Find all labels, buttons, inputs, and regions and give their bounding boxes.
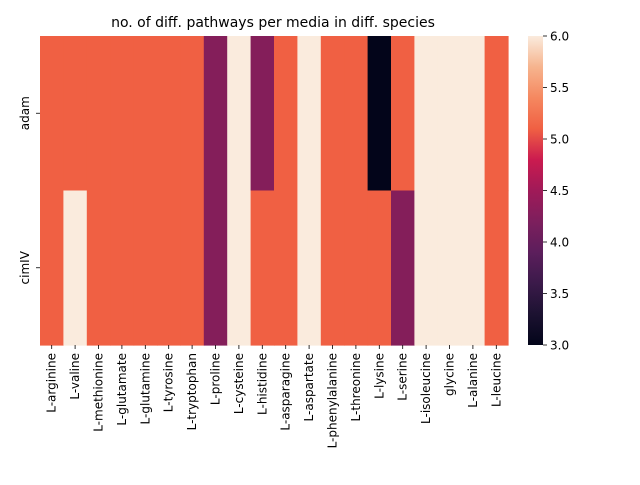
heatmap-cell-cimIV-L-isoleucine	[414, 190, 439, 346]
x-tick-label: L-methionine	[92, 353, 106, 432]
colorbar-tick-label: 4.5	[550, 184, 569, 198]
heatmap-cell-adam-L-glutamine	[133, 36, 158, 192]
heatmap-cell-cimIV-L-valine	[63, 190, 88, 346]
x-tick-label: L-phenylalanine	[326, 353, 340, 448]
y-tick-label: adam	[18, 96, 32, 130]
x-tick-label: L-lysine	[372, 353, 386, 399]
heatmap-cell-cimIV-L-cysteine	[227, 190, 252, 346]
colorbar-tick-label: 6.0	[550, 29, 569, 43]
heatmap-cell-adam-L-glutamate	[110, 36, 135, 192]
heatmap-cell-cimIV-L-threonine	[344, 190, 369, 346]
heatmap-cell-adam-L-tryptophan	[180, 36, 205, 192]
heatmap-cell-cimIV-L-arginine	[40, 190, 64, 346]
heatmap-cell-cimIV-L-tyrosine	[157, 190, 181, 346]
x-tick-label: L-histidine	[255, 353, 269, 415]
heatmap-cell-cimIV-L-proline	[203, 190, 228, 346]
heatmap-cell-adam-L-phenylalanine	[320, 36, 345, 192]
x-tick-label: L-aspartate	[302, 353, 316, 421]
heatmap-cell-adam-L-asparagine	[274, 36, 298, 192]
x-tick-label: glycine	[443, 353, 457, 396]
chart-title: no. of diff. pathways per media in diff.…	[111, 15, 435, 31]
x-tick-label: L-alanine	[466, 353, 480, 408]
x-axis: L-arginine L-valine L-methionine L-glutamat…	[45, 345, 503, 448]
heatmap-cell-cimIV-L-phenylalanine	[320, 190, 345, 346]
heatmap-cell-cimIV-L-lysine	[367, 190, 392, 346]
heatmap-cell-adam-L-leucine	[484, 36, 509, 192]
heatmap-cell-adam-L-proline	[203, 36, 228, 192]
colorbar-tick-label: 3.0	[550, 338, 569, 352]
heatmap-cell-adam-L-alanine	[461, 36, 486, 192]
y-axis: adam cimIV	[18, 96, 40, 284]
x-tick-label: L-valine	[68, 353, 82, 400]
heatmap-cell-cimIV-L-glutamate	[110, 190, 135, 346]
heatmap-cell-cimIV-L-tryptophan	[180, 190, 205, 346]
x-tick-label: L-cysteine	[232, 353, 246, 414]
x-tick-label: L-glutamine	[138, 353, 152, 424]
heatmap-cells	[40, 36, 509, 346]
heatmap-cell-adam-L-histidine	[250, 36, 275, 192]
heatmap-cell-cimIV-L-aspartate	[297, 190, 322, 346]
heatmap-cell-adam-L-tyrosine	[157, 36, 181, 192]
heatmap-cell-cimIV-L-histidine	[250, 190, 275, 346]
heatmap-cell-adam-L-arginine	[40, 36, 64, 192]
x-tick-label: L-proline	[209, 353, 223, 405]
heatmap-cell-adam-L-lysine	[367, 36, 392, 192]
heatmap-cell-adam-L-threonine	[344, 36, 369, 192]
heatmap-cell-cimIV-L-methionine	[86, 190, 111, 346]
heatmap-cell-adam-L-aspartate	[297, 36, 322, 192]
heatmap-cell-adam-L-serine	[391, 36, 415, 192]
heatmap-cell-adam-L-cysteine	[227, 36, 252, 192]
colorbar-tick-label: 5.5	[550, 81, 569, 95]
heatmap-cell-cimIV-L-asparagine	[274, 190, 298, 346]
x-tick-label: L-threonine	[349, 353, 363, 421]
heatmap-cell-adam-L-methionine	[86, 36, 111, 192]
heatmap-cell-cimIV-L-alanine	[461, 190, 486, 346]
x-tick-label: L-tyrosine	[162, 353, 176, 412]
x-tick-label: L-tryptophan	[185, 353, 199, 430]
x-tick-label: L-arginine	[45, 353, 59, 413]
x-tick-label: L-isoleucine	[419, 353, 433, 424]
colorbar-tick-label: 5.0	[550, 132, 569, 146]
x-tick-label: L-leucine	[489, 353, 503, 407]
x-tick-label: L-serine	[396, 353, 410, 401]
heatmap-cell-adam-L-valine	[63, 36, 88, 192]
heatmap-cell-adam-glycine	[437, 36, 462, 192]
colorbar-tick-label: 4.0	[550, 235, 569, 249]
heatmap-cell-cimIV-L-glutamine	[133, 190, 158, 346]
heatmap-cell-adam-L-isoleucine	[414, 36, 439, 192]
colorbar-gradient	[528, 36, 543, 345]
y-tick-label: cimIV	[18, 250, 32, 284]
x-tick-label: L-asparagine	[279, 353, 293, 431]
x-tick-label: L-glutamate	[115, 353, 129, 426]
heatmap-cell-cimIV-L-leucine	[484, 190, 509, 346]
heatmap-cell-cimIV-glycine	[437, 190, 462, 346]
colorbar-tick-label: 3.5	[550, 287, 569, 301]
heatmap-cell-cimIV-L-serine	[391, 190, 415, 346]
colorbar: 3.0 3.5 4.0 4.5 5.0 5.5 6.0	[528, 29, 569, 352]
